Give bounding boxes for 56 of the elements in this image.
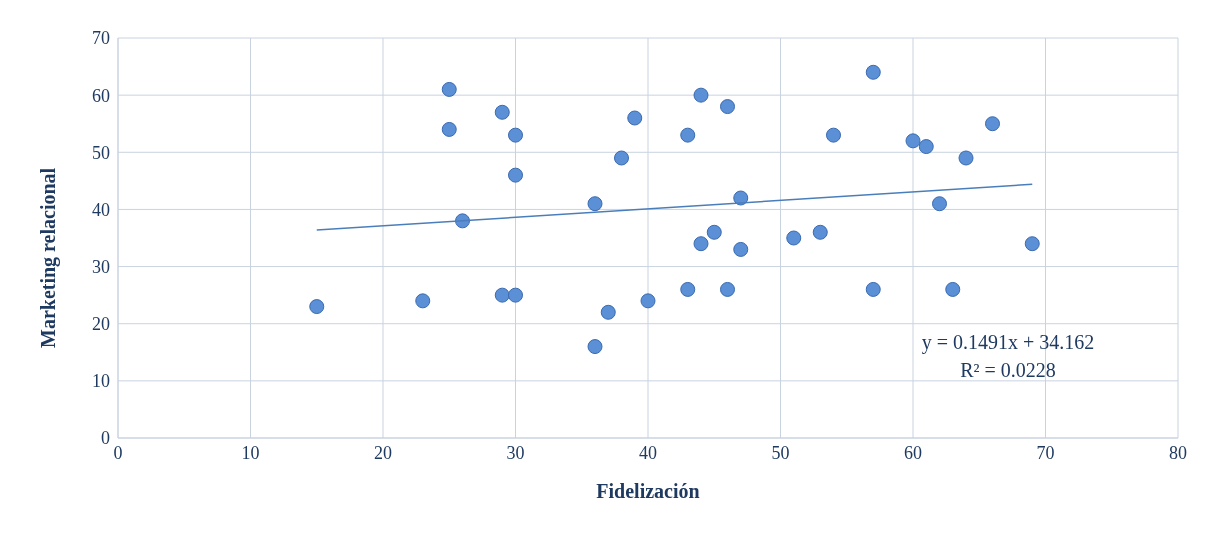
point [812,224,828,240]
annotation: y = 0.1491x + 34.162 [920,330,1096,356]
x-axis-title: Fidelización [596,480,700,502]
x-tick-label: 50 [771,442,790,463]
point [415,293,431,309]
x-tick-label: 60 [904,442,922,463]
point [786,230,802,246]
point [508,127,523,143]
point [693,87,709,103]
y-tick-label: 60 [92,85,110,106]
y-tick-label: 50 [92,142,110,163]
point [627,110,643,126]
y-tick-label: 20 [92,314,110,335]
point [508,167,523,183]
annotation: R² = 0.0228 [959,358,1057,383]
point [918,139,934,155]
point [693,236,709,252]
point [441,121,457,137]
x-tick-label: 30 [506,442,525,463]
x-tick-label: 0 [113,442,123,463]
point [865,281,881,297]
x-tick-label: 40 [639,442,657,463]
point [494,104,510,120]
point [720,99,735,115]
point [680,127,696,143]
point [905,133,921,149]
y-tick-label: 40 [92,199,110,220]
point [958,150,974,166]
x-tick-label: 70 [1036,442,1055,463]
point [587,196,603,212]
point [600,304,616,320]
point [1024,236,1040,252]
y-tick-label: 30 [92,256,110,277]
point [680,281,696,297]
point [706,224,722,240]
x-tick-label: 80 [1169,442,1187,463]
y-axis-title: Marketing relacional [37,167,61,348]
y-tick-label: 70 [92,28,110,49]
point [309,299,325,315]
point [640,293,656,309]
point [733,241,749,257]
point [826,127,841,143]
point [587,339,603,355]
point [508,287,523,303]
point [945,281,961,297]
point [985,116,1000,132]
point [865,64,881,80]
y-tick-label: 0 [101,428,110,449]
x-tick-label: 20 [374,442,392,463]
point [720,281,735,297]
x-tick-label: 10 [241,442,260,463]
point [614,150,629,166]
y-tick-label: 10 [92,371,110,392]
point [932,196,947,212]
point [441,81,457,97]
point [494,287,510,303]
